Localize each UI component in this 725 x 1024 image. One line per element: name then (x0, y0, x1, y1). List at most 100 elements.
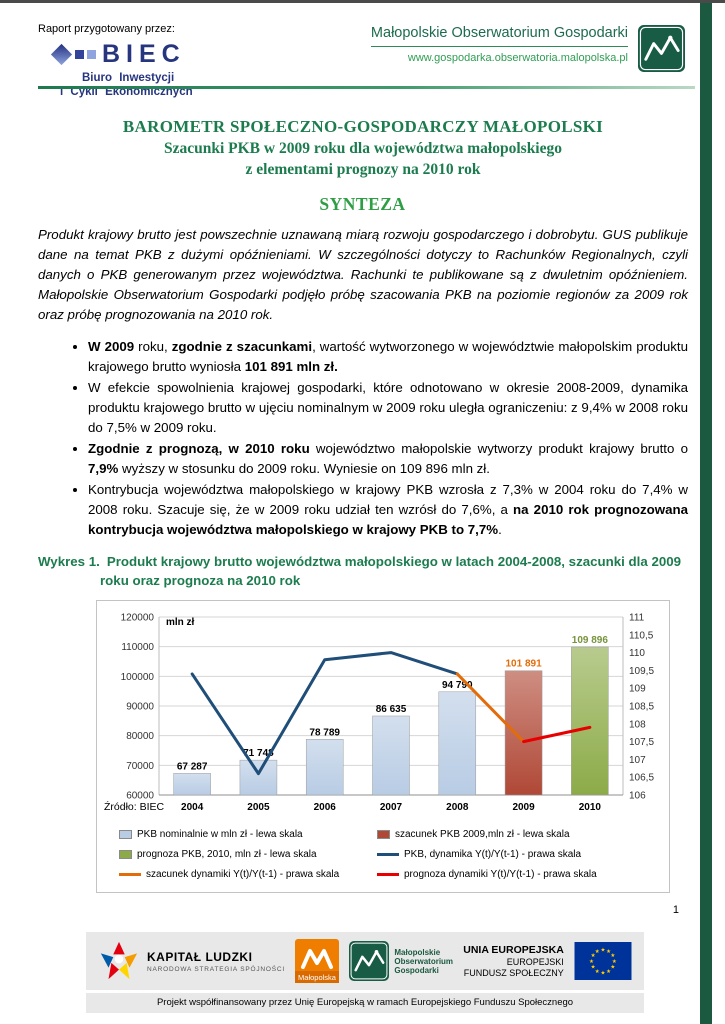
svg-text:108,5: 108,5 (629, 702, 654, 713)
legend-label: szacunek dynamiki Y(t)/Y(t-1) - prawa sk… (146, 869, 340, 880)
svg-text:110,5: 110,5 (629, 630, 654, 641)
page-content: Produkt krajowy brutto jest powszechnie … (38, 225, 688, 893)
svg-text:94 790: 94 790 (442, 680, 473, 691)
svg-text:110: 110 (629, 648, 645, 659)
observatory-url-link[interactable]: www.gospodarka.obserwatoria.malopolska.p… (407, 52, 628, 64)
malopolska-logo-label: Małopolska (298, 973, 337, 982)
observatory-header: Małopolskie Obserwatorium Gospodarki www… (370, 25, 685, 72)
legend-label: prognoza PKB, 2010, mln zł - lewa skala (137, 849, 317, 860)
report-title-line3: z elementami prognozy na 2010 rok (245, 161, 481, 178)
eu-flag-icon: ★ ★★ ★★★ ★★★ ★★★ (574, 942, 632, 980)
legend-bar-swatch (377, 830, 390, 839)
footer-logos: KAPITAŁ LUDZKI NARODOWA STRATEGIA SPÓJNO… (86, 932, 644, 990)
svg-text:★: ★ (610, 952, 615, 959)
svg-text:107: 107 (629, 755, 646, 766)
svg-text:80000: 80000 (126, 731, 154, 742)
biec-square-icon (75, 50, 84, 59)
observatory-footer-line3: Gospodarki (394, 965, 439, 975)
svg-text:71 748: 71 748 (243, 748, 274, 759)
svg-text:70000: 70000 (126, 761, 154, 772)
report-title-line2: Szacunki PKB w 2009 roku dla województwa… (163, 140, 562, 157)
header-divider (38, 86, 695, 89)
svg-text:★: ★ (600, 969, 605, 976)
svg-text:111: 111 (629, 613, 645, 624)
legend-bar-swatch (119, 830, 132, 839)
svg-text:★: ★ (610, 964, 615, 971)
kapital-ludzki-logo: KAPITAŁ LUDZKI NARODOWA STRATEGIA SPÓJNO… (98, 940, 285, 982)
svg-text:67 287: 67 287 (177, 761, 208, 772)
svg-text:110000: 110000 (121, 642, 154, 653)
eu-label: UNIA EUROPEJSKA EUROPEJSKI FUNDUSZ SPOŁE… (463, 944, 564, 978)
biec-logo-text: BIEC (102, 40, 186, 68)
footer: KAPITAŁ LUDZKI NARODOWA STRATEGIA SPÓJNO… (86, 932, 644, 1013)
svg-text:2007: 2007 (380, 802, 403, 813)
observatory-name: Małopolskie Obserwatorium Gospodarki (370, 25, 628, 47)
legend-bar-swatch (119, 850, 132, 859)
legend-item: szacunek PKB 2009,mln zł - lewa skala (377, 829, 665, 840)
kapital-ludzki-title: KAPITAŁ LUDZKI (147, 949, 253, 964)
biec-subtitle-2: i Cykli Ekonomicznych (60, 86, 193, 98)
svg-text:2004: 2004 (181, 802, 204, 813)
page-header: Raport przygotowany przez: BIEC Biuro In… (38, 3, 695, 105)
svg-text:★: ★ (591, 952, 596, 959)
svg-text:2008: 2008 (446, 802, 469, 813)
svg-text:109 896: 109 896 (572, 635, 609, 646)
chart-caption: Wykres 1. Produkt krajowy brutto wojewódz… (38, 552, 688, 590)
observatory-footer-logo: Małopolskie Obserwatorium Gospodarki (349, 941, 453, 981)
page-number: 1 (672, 904, 679, 916)
malopolska-logo-icon: Małopolska (295, 939, 340, 983)
svg-text:60000: 60000 (126, 791, 154, 802)
observatory-logo-icon (638, 25, 685, 72)
svg-text:90000: 90000 (126, 702, 154, 713)
bullet-item: Kontrybucja województwa małopolskiego w … (88, 480, 688, 540)
svg-text:109,5: 109,5 (629, 666, 654, 677)
legend-line-swatch (377, 853, 399, 856)
biec-subtitle-1: Biuro Inwestycji (82, 72, 175, 84)
svg-text:2010: 2010 (579, 802, 602, 813)
svg-text:106,5: 106,5 (629, 773, 654, 784)
svg-text:★: ★ (589, 958, 594, 965)
svg-text:★: ★ (606, 948, 611, 955)
bullet-item: W efekcie spowolnienia krajowej gospodar… (88, 378, 688, 438)
biec-square-icon (87, 50, 96, 59)
observatory-logo-icon (349, 941, 390, 981)
page-edge-bar (700, 3, 712, 1024)
svg-text:101 891: 101 891 (505, 659, 542, 670)
svg-text:★: ★ (595, 948, 600, 955)
eu-label-line1: UNIA EUROPEJSKA (463, 944, 564, 956)
intro-paragraph: Produkt krajowy brutto jest powszechnie … (38, 227, 688, 322)
kapital-ludzki-subtitle: NARODOWA STRATEGIA SPÓJNOŚCI (147, 965, 285, 973)
svg-text:Źródło: BIEC: Źródło: BIEC (104, 800, 165, 813)
observatory-footer-line1: Małopolskie (394, 947, 441, 957)
footer-caption: Projekt współfinansowany przez Unię Euro… (86, 993, 644, 1013)
svg-text:107,5: 107,5 (629, 737, 654, 748)
legend-item: szacunek dynamiki Y(t)/Y(t-1) - prawa sk… (119, 869, 371, 880)
legend-item: PKB nominalnie w mln zł - lewa skala (119, 829, 371, 840)
svg-text:★: ★ (606, 968, 611, 975)
gdp-chart: 60000 70000 80000 90000 100000 110000 120000 10… (96, 600, 670, 893)
chart-legend: PKB nominalnie w mln zł - lewa skala szac… (103, 817, 665, 888)
svg-text:2005: 2005 (247, 802, 270, 813)
bullet-item: Zgodnie z prognozą, w 2010 roku wojewódz… (88, 439, 688, 479)
legend-item: prognoza dynamiki Y(t)/Y(t-1) - prawa sk… (377, 869, 665, 880)
svg-text:★: ★ (600, 947, 605, 954)
legend-label: szacunek PKB 2009,mln zł - lewa skala (395, 829, 570, 840)
synthesis-heading: SYNTEZA (319, 194, 406, 214)
report-title: BAROMETR SPOŁECZNO-GOSPODARCZY MAŁOPOLSK… (38, 117, 688, 179)
svg-text:★: ★ (591, 964, 596, 971)
svg-text:86 635: 86 635 (376, 704, 407, 715)
legend-label: PKB, dynamika Y(t)/Y(t-1) - prawa skala (404, 849, 582, 860)
legend-label: prognoza dynamiki Y(t)/Y(t-1) - prawa sk… (404, 869, 597, 880)
report-title-line1: BAROMETR SPOŁECZNO-GOSPODARCZY MAŁOPOLSK… (122, 117, 604, 136)
svg-text:2006: 2006 (314, 802, 337, 813)
bullet-item: W 2009 roku, zgodnie z szacunkami, warto… (88, 337, 688, 377)
biec-logo: BIEC Biuro Inwestycji i Cykli Ekonomiczn… (50, 40, 262, 98)
observatory-footer-line2: Obserwatorium (394, 956, 454, 966)
gdp-chart-plot: 60000 70000 80000 90000 100000 110000 120000 10… (104, 613, 654, 814)
svg-text:106: 106 (629, 791, 646, 802)
svg-text:★: ★ (595, 968, 600, 975)
chart-caption-label: Wykres 1. (38, 554, 100, 569)
svg-text:120000: 120000 (121, 613, 155, 624)
eu-label-line2: EUROPEJSKI (506, 957, 564, 967)
